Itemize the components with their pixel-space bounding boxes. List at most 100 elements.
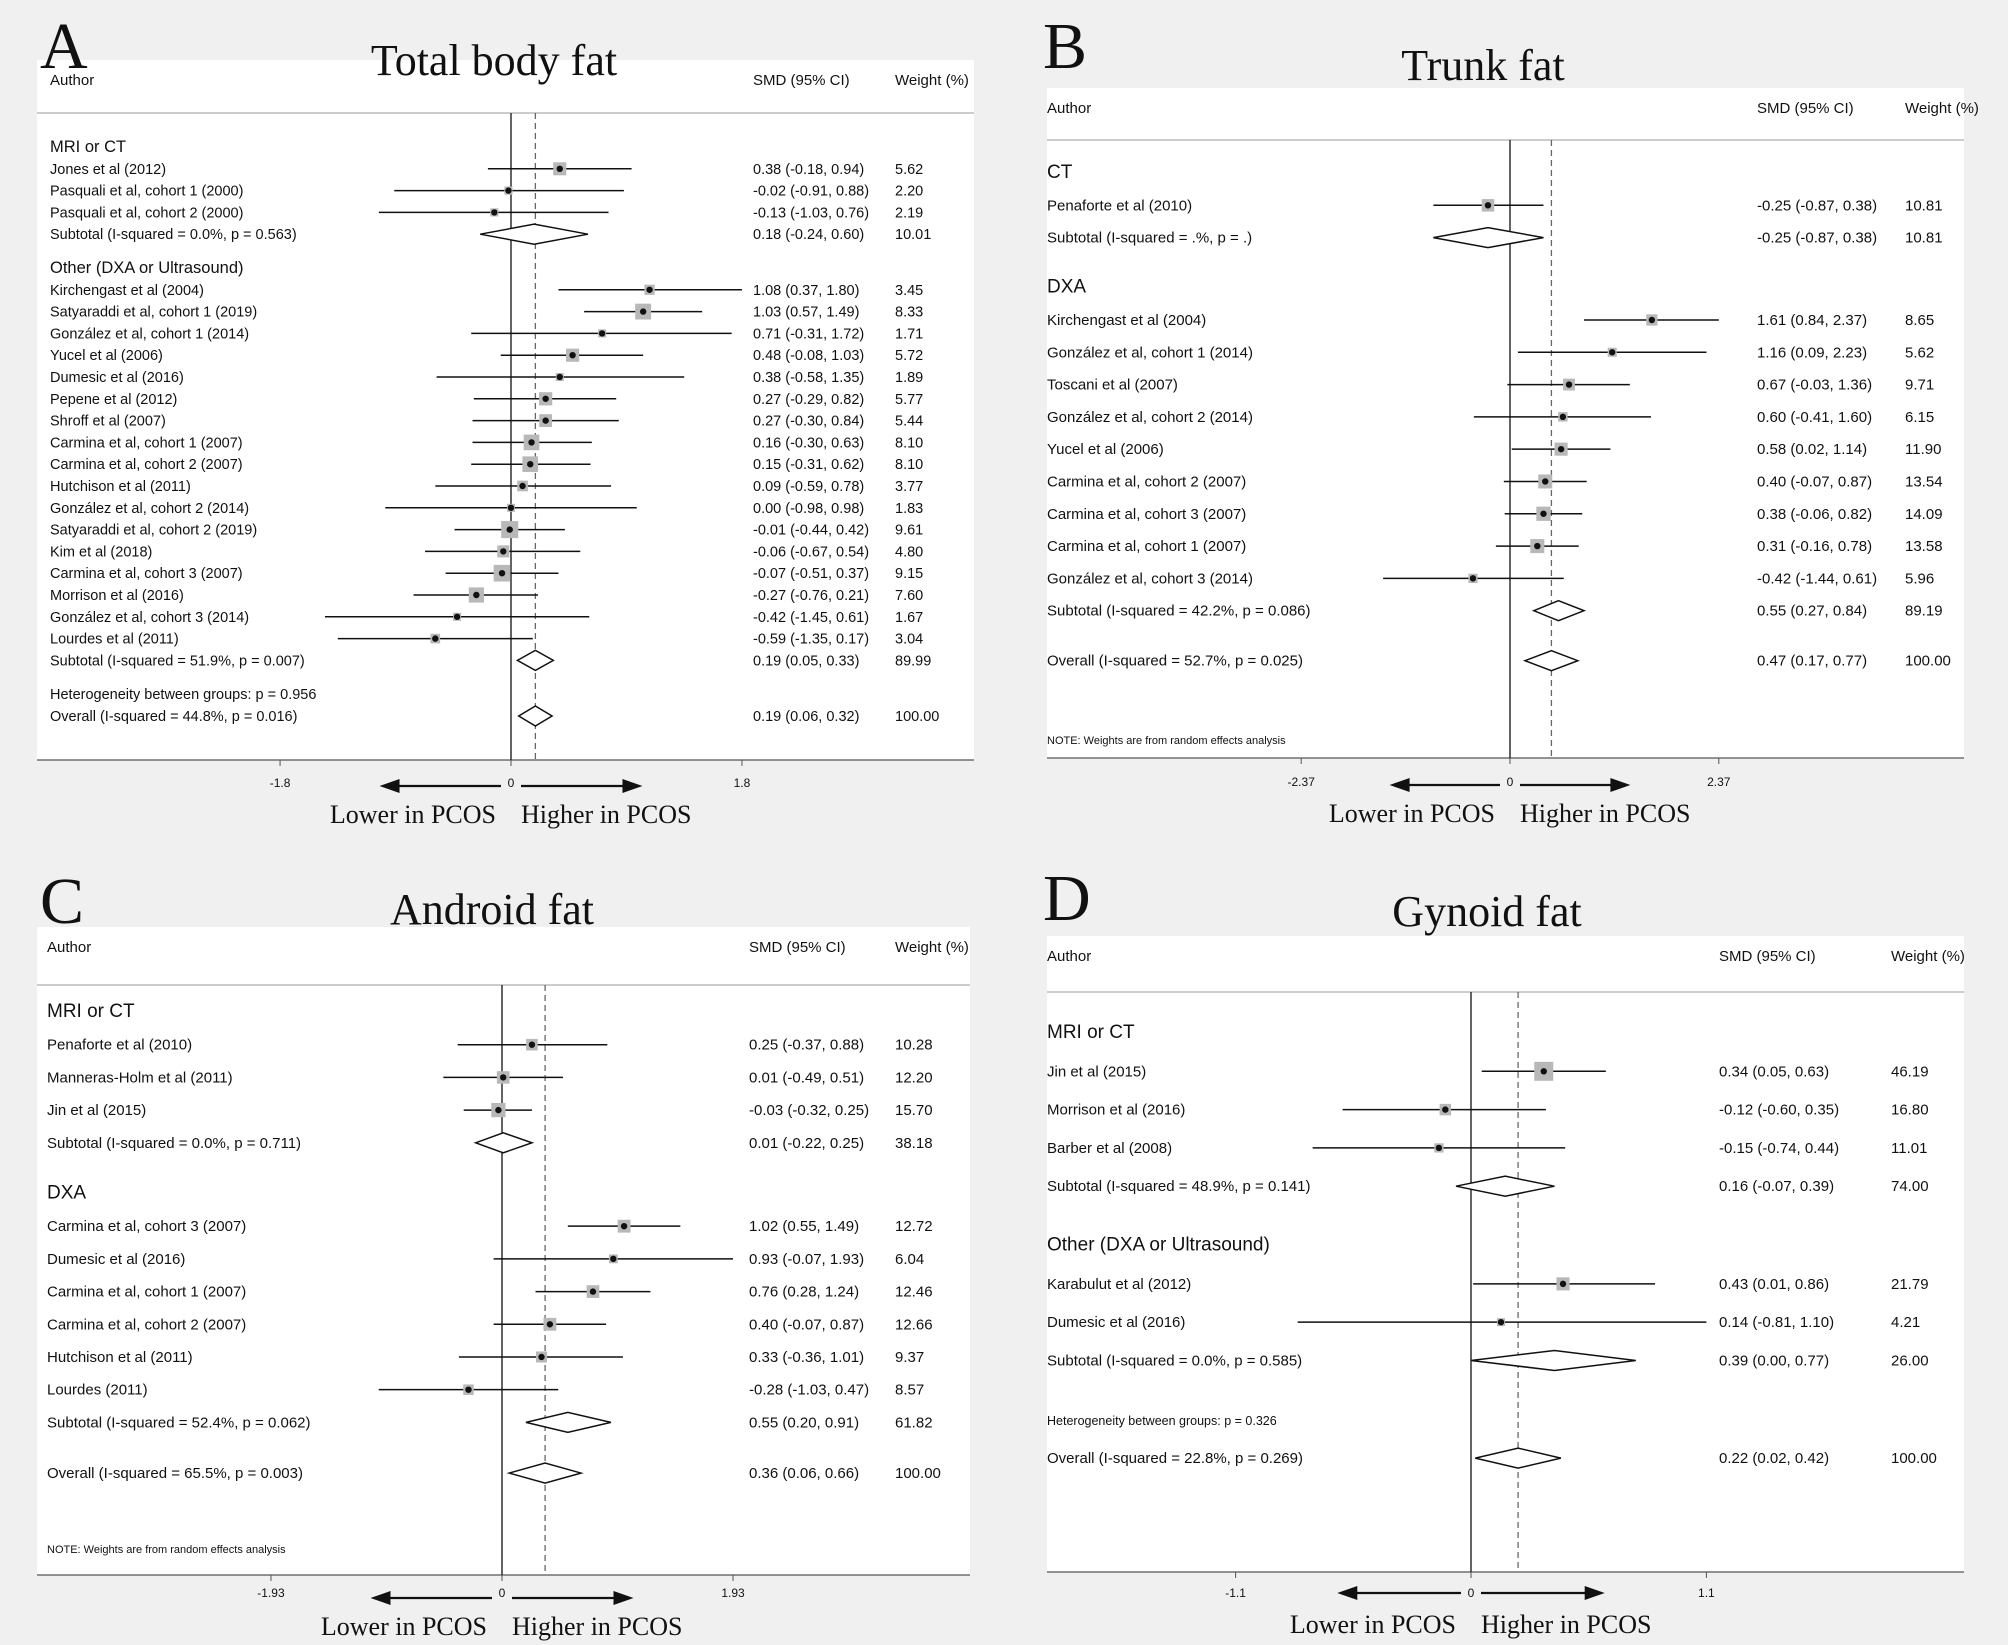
point-estimate [1540,1068,1547,1075]
study-row-smd-ci: -0.01 (-0.44, 0.42) [753,523,869,539]
panel-title: Gynoid fat [1392,887,1581,936]
point-estimate [473,591,480,599]
study-row-weight: 9.61 [895,523,923,539]
panel-c: C Android fat Author SMD (95% CI) Weight (%)… [37,865,970,1641]
panel-letter: D [1043,862,1091,935]
subtotal-row-label: Subtotal (I-squared = 0.0%, p = 0.563) [50,227,297,243]
subgroup-header: MRI or CT [47,1001,135,1022]
subgroup-header: MRI or CT [50,138,126,156]
study-row-smd-ci: 0.40 (-0.07, 0.87) [1757,473,1872,490]
header-background [1047,936,1964,992]
point-estimate [639,308,647,315]
overall-row-weight: 100.00 [895,1465,941,1482]
point-estimate [1534,542,1541,550]
study-row-smd-ci: -0.42 (-1.44, 0.61) [1757,570,1877,587]
study-row-smd-ci: -0.03 (-0.32, 0.25) [749,1102,869,1119]
study-row-label: Yucel et al (2006) [1047,441,1164,458]
study-row-smd-ci: -0.12 (-0.60, 0.35) [1719,1102,1839,1119]
arrow-left-label: Lower in PCOS [1329,799,1495,828]
heterogeneity-note: Heterogeneity between groups: p = 0.326 [1047,1414,1277,1428]
study-row-weight: 1.83 [895,501,923,517]
study-row-weight: 12.46 [895,1284,933,1301]
study-row-smd-ci: 0.27 (-0.30, 0.84) [753,414,864,430]
subtotal-row-smd-ci: 0.55 (0.20, 0.91) [749,1414,859,1431]
column-header-author: Author [50,72,94,89]
plot-background [37,113,974,760]
study-row-weight: 8.33 [895,305,923,321]
subtotal-row-weight: 89.19 [1905,603,1943,620]
study-row-label: Dumesic et al (2016) [50,370,184,386]
study-row-smd-ci: 0.48 (-0.08, 1.03) [753,348,864,364]
study-row-label: Carmina et al, cohort 3 (2007) [50,566,243,582]
overall-row-weight: 100.00 [1905,653,1951,670]
study-row-weight: 6.04 [895,1251,924,1268]
study-row-label: Lourdes (2011) [47,1382,148,1399]
study-row-label: Penaforte et al (2010) [1047,197,1192,214]
x-tick-label: 0 [1507,775,1514,789]
study-row-smd-ci: 0.38 (-0.58, 1.35) [753,370,864,386]
arrow-left-label: Lower in PCOS [330,800,496,829]
study-row-label: Penaforte et al (2010) [47,1037,192,1054]
study-row-smd-ci: 0.38 (-0.06, 0.82) [1757,506,1872,523]
study-row-smd-ci: -0.25 (-0.87, 0.38) [1757,197,1877,214]
point-estimate [528,439,535,446]
point-estimate [542,395,549,402]
study-row-label: González et al, cohort 3 (2014) [1047,570,1253,587]
column-header-author: Author [1047,100,1091,117]
subtotal-row-weight: 61.82 [895,1414,933,1431]
subtotal-row-weight: 38.18 [895,1135,933,1152]
point-estimate [1497,1318,1505,1326]
study-row-weight: 12.72 [895,1218,933,1235]
study-row-label: Morrison et al (2016) [1047,1102,1185,1119]
study-row-weight: 6.15 [1905,409,1934,426]
x-tick-label: -1.93 [257,1586,285,1600]
study-row-label: Pasquali et al, cohort 1 (2000) [50,184,243,200]
point-estimate [598,330,606,337]
panel-title: Trunk fat [1401,41,1564,90]
column-header-author: Author [1047,948,1091,965]
study-row-weight: 10.28 [895,1037,933,1054]
column-header-weight: Weight (%) [1891,948,1965,965]
study-row-weight: 3.45 [895,283,923,299]
point-estimate [620,1222,628,1230]
study-row-smd-ci: -0.42 (-1.45, 0.61) [753,610,869,626]
point-estimate [432,635,439,642]
panel-a: A Total body fat Author SMD (95% CI) Weight … [37,10,974,829]
study-row-label: Toscani et al (2007) [1047,377,1178,394]
study-row-label: Jin et al (2015) [47,1102,146,1119]
study-row-smd-ci: 1.08 (0.37, 1.80) [753,283,859,299]
arrow-right-head [613,1591,634,1605]
subtotal-row-label: Subtotal (I-squared = 52.4%, p = 0.062) [47,1414,311,1431]
subtotal-row-label: Subtotal (I-squared = 42.2%, p = 0.086) [1047,603,1311,620]
point-estimate [1442,1106,1449,1113]
point-estimate [589,1288,597,1295]
column-header-smd: SMD (95% CI) [749,939,846,956]
plot-background [1047,992,1964,1572]
study-row-weight: 13.58 [1905,538,1943,555]
subtotal-row-weight: 10.01 [895,227,931,243]
study-row-smd-ci: 0.31 (-0.16, 0.78) [1757,538,1872,555]
study-row-label: González et al, cohort 3 (2014) [50,610,249,626]
study-row-label: González et al, cohort 1 (2014) [50,326,249,342]
subtotal-row-smd-ci: 0.18 (-0.24, 0.60) [753,227,864,243]
study-row-smd-ci: -0.06 (-0.67, 0.54) [753,544,869,560]
study-row-weight: 12.20 [895,1069,933,1086]
arrow-right-label: Higher in PCOS [512,1612,682,1641]
study-row-smd-ci: 0.00 (-0.98, 0.98) [753,501,864,517]
study-row-label: Kim et al (2018) [50,544,152,560]
study-row-label: Carmina et al, cohort 3 (2007) [47,1218,246,1235]
overall-diamond [506,1462,584,1484]
study-row-smd-ci: -0.15 (-0.74, 0.44) [1719,1140,1839,1157]
subtotal-diamond [1455,1175,1555,1197]
study-row-smd-ci: 0.01 (-0.49, 0.51) [749,1069,864,1086]
study-row-label: González et al, cohort 2 (2014) [1047,409,1253,426]
overall-row-smd-ci: 0.47 (0.17, 0.77) [1757,653,1867,670]
x-tick-label: -1.1 [1225,1586,1246,1600]
column-header-smd: SMD (95% CI) [1757,100,1854,117]
point-estimate [499,1074,507,1081]
study-row-label: Jones et al (2012) [50,162,166,178]
study-row-weight: 8.57 [895,1382,924,1399]
study-row-weight: 2.19 [895,205,923,221]
study-row-weight: 3.04 [895,632,923,648]
